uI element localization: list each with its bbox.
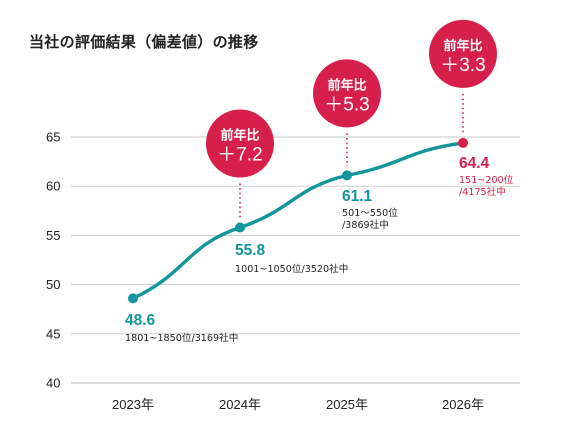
- annotation-heading: 前年比: [443, 38, 482, 54]
- rank-label-line: 1001~1050位/3520社中: [235, 263, 348, 275]
- rank-label-line: 501～550位: [342, 207, 398, 219]
- rank-label-line: 151~200位: [459, 174, 514, 186]
- annotation-bubble: [429, 19, 497, 88]
- y-tick-label: 45: [46, 326, 60, 341]
- series-line: [131, 141, 465, 301]
- annotation-heading: 前年比: [327, 77, 366, 93]
- rank-label-line: 1801~1850位/3169社中: [125, 332, 238, 344]
- rank-label: 1001~1050位/3520社中: [235, 263, 348, 275]
- x-tick-label: 2024年: [219, 397, 261, 412]
- data-point: [342, 170, 352, 181]
- annotation-value: ＋7.2: [217, 145, 262, 166]
- data-value-label: 55.8: [235, 242, 266, 259]
- rank-label: 151~200位/4175社中: [459, 174, 514, 198]
- data-point: [458, 137, 468, 148]
- rank-label-line: /4175社中: [459, 186, 506, 198]
- y-tick-label: 40: [46, 376, 60, 391]
- rank-label: 1801~1850位/3169社中: [125, 332, 238, 344]
- annotation-bubble: [206, 109, 274, 178]
- y-tick-label: 55: [46, 228, 60, 243]
- x-tick-label: 2026年: [442, 397, 484, 412]
- data-point: [128, 293, 138, 304]
- y-tick-label: 50: [46, 277, 60, 292]
- annotation-bubble: [313, 59, 381, 128]
- chart-title: 当社の評価結果（偏差値）の推移: [29, 33, 259, 51]
- y-tick-label: 60: [46, 179, 60, 194]
- x-tick-label: 2025年: [326, 397, 368, 412]
- rank-label-line: /3869社中: [342, 219, 389, 231]
- annotation-value: ＋5.3: [324, 94, 369, 115]
- annotation-heading: 前年比: [220, 128, 259, 144]
- data-point: [235, 222, 245, 233]
- x-tick-label: 2023年: [112, 397, 154, 412]
- data-value-label: 48.6: [125, 312, 156, 329]
- data-value-label: 61.1: [342, 188, 373, 205]
- data-value-label: 64.4: [459, 155, 490, 172]
- rank-label: 501～550位/3869社中: [342, 207, 398, 231]
- annotation-value: ＋3.3: [440, 55, 485, 76]
- y-tick-label: 65: [46, 130, 60, 145]
